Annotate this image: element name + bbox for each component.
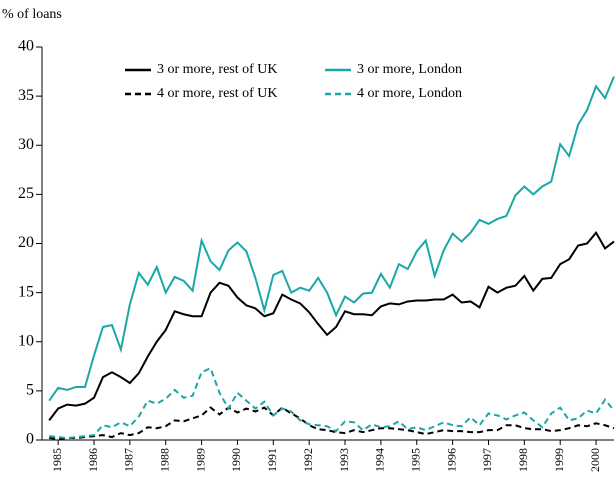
x-tick-label: 1999 [552,448,566,472]
series-line [48,76,615,402]
x-tick-label: 2000 [588,448,602,472]
legend-label: 3 or more, rest of UK [157,62,278,77]
x-tick-label: 1985 [50,448,64,472]
y-tick-label: 15 [18,283,34,300]
x-tick-label: 1987 [122,448,136,472]
x-tick-label: 1990 [229,448,243,472]
y-tick-label: 40 [18,38,34,55]
legend-label: 4 or more, rest of UK [157,86,278,101]
series-line [49,406,615,441]
x-tick-label: 1989 [193,448,207,472]
x-tick-label: 1996 [444,448,458,472]
x-tick-label: 1991 [265,448,279,472]
series-line [48,230,615,421]
legend-label: 4 or more, London [357,86,462,101]
x-tick-label: 1992 [301,448,315,472]
y-tick-label: 5 [26,382,34,399]
x-tick-label: 1993 [337,448,351,472]
legend-label: 3 or more, London [357,62,462,77]
y-axis-label: % of loans [2,7,62,22]
legend: 3 or more, rest of UK 4 or more, rest of … [125,62,462,101]
x-tick-label: 1997 [480,448,494,472]
y-tick-label: 35 [18,87,34,104]
x-tick-label: 1986 [86,448,100,472]
y-tick-label: 20 [18,234,34,251]
x-tick-label: 1988 [157,448,171,472]
x-tick-label: 1994 [373,448,387,472]
y-tick-label: 10 [18,332,34,349]
x-tick-label: 1995 [409,448,423,472]
x-tick-label: 1998 [516,448,530,472]
y-tick-label: 0 [26,431,34,448]
y-tick-label: 30 [18,136,34,153]
y-tick-label: 25 [18,185,34,202]
